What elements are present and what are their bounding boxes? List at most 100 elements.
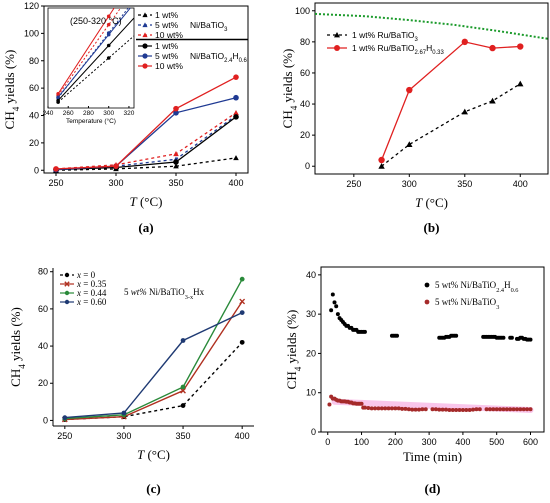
panel-d-point [416,407,421,412]
panel-d-point [450,408,455,412]
panel-b-point [461,38,468,46]
inset-series-0 [57,35,134,103]
panel-b-point [378,163,385,169]
panel-a-series-2 [55,112,237,170]
panel-b-series-2 [314,12,549,40]
panel-d-point [359,401,364,406]
legend-marker [334,32,340,38]
panel-d-point [410,407,415,412]
legend-label: x = 0.35 [76,279,107,289]
panel-d-point [487,407,492,412]
inset-series-2 [57,8,122,96]
panel-d-point [330,292,335,297]
panel-d-point [362,329,367,334]
panel-d-x-tick-label: 0 [325,437,330,447]
inset-xlabel: Temperature (°C) [66,117,116,125]
panel-d-x-tick-label: 600 [523,437,538,447]
legend-marker [64,281,70,287]
inset-point [56,95,60,99]
panel-d-point [389,406,394,411]
panel-b-point [378,156,385,164]
panel-a-point [113,163,119,169]
panel-a-y-tick-label: 0 [34,165,39,175]
panel-d-x-tick-label: 500 [489,437,504,447]
panel-d-point [395,333,400,338]
panel-c-point [180,387,186,394]
inset-point [106,14,111,19]
legend-marker [142,12,148,18]
legend-label: 1 wt% [155,10,179,20]
panel-a-point [233,109,239,116]
panel-d-point [406,407,411,412]
panel-b-point [517,80,524,87]
panel-a-y-tick-label: 120 [24,1,39,11]
panel-c-point [239,298,246,305]
panel-c-series-2 [64,278,243,420]
panel-b-y-tick-label: 40 [300,99,310,109]
panel-a-frame [43,5,249,174]
panel-d-point [362,405,367,410]
legend-group-label: Ni/BaTiO2.4H0.6 [190,51,248,64]
panel-a-point [173,159,179,165]
panel-a-point [53,166,59,172]
panel-d-point [498,407,503,412]
panel-c-x-tick-label: 300 [116,431,131,441]
panel-d-point [327,402,332,407]
legend-marker [142,43,148,49]
panel-c: 250 300 350 400 0 20 40 60 80 CH4 yields (%) T (°C… [8,267,254,496]
panel-b-series-1 [380,41,521,161]
panel-d-y-tick-label: 0 [311,427,316,437]
panel-d-point [501,407,506,412]
panel-b-point [489,97,496,104]
panel-c-point [239,310,245,316]
panel-d-point [491,407,496,412]
inset-point [106,22,111,27]
legend-marker [64,299,70,305]
panel-d-point [386,406,391,411]
legend-marker [64,290,70,296]
panel-d-point [396,406,401,411]
panel-d-x-tick-label: 100 [354,437,369,447]
panel-c-point [239,339,245,345]
panel-d-point [400,406,405,411]
panel-d-point [383,406,388,411]
panel-c-series-1 [64,301,243,421]
panel-d-ylabel: CH4 yields (%) [284,310,303,390]
panel-d-point [471,407,476,412]
panel-d-label: (d) [425,481,441,496]
panel-d-point [525,407,530,412]
panel-a-y-tick-label: 60 [29,83,39,93]
panel-c-ylabel: CH4 yields (%) [8,307,27,387]
panel-b-y-tick-label: 20 [300,130,310,140]
panel-a-point [233,94,239,101]
panel-c-x-tick-label: 400 [235,431,250,441]
panel-d-point [447,408,452,412]
panel-a-y-tick-label: 20 [29,138,39,148]
panel-a-label: (a) [138,220,153,235]
panel-a-xlabel: T (°C) [129,194,162,209]
panel-b-xlabel: T (°C) [415,195,448,210]
panel-d-point [528,337,533,342]
panel-b-x-tick-label: 300 [402,179,417,189]
panel-a-ylabel: CH4 yields (%) [2,50,21,130]
panel-b-x-tick-label: 350 [457,179,472,189]
legend-marker [424,299,430,305]
panel-c-point [180,384,186,390]
panel-a-series-5 [55,76,237,170]
panel-d-point [454,333,459,338]
panel-d-point [467,408,472,412]
legend-marker [142,22,148,28]
panel-a-series-0 [55,157,237,171]
panel-a-point [233,74,239,80]
panel-c-point [239,276,245,282]
panel-d-point [366,406,371,411]
legend-label: x = 0.44 [76,288,107,298]
legend-marker [142,63,148,69]
panel-d-point [332,300,337,305]
panel-d-point [511,407,516,412]
panel-d-point [484,407,489,412]
panel-d-point [376,406,381,411]
panel-d-point [509,335,514,340]
legend-label: x = 0.60 [76,297,107,307]
